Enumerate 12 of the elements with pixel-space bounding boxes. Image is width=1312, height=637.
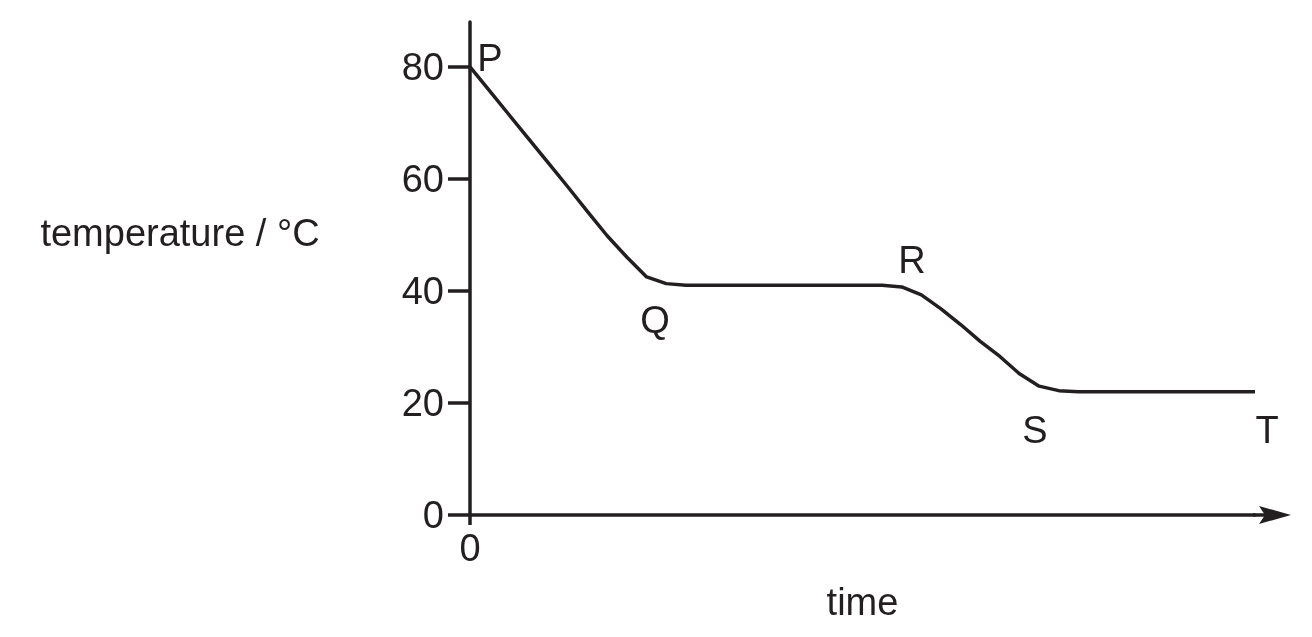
y-tick-label: 40 (401, 269, 444, 312)
text: T (1255, 409, 1279, 451)
annotation: Q (640, 299, 670, 341)
y-tick-label: 0 (422, 494, 444, 536)
annotation: S (1022, 409, 1048, 451)
y-tick-label: 60 (401, 157, 444, 200)
y-tick-label: 20 (401, 381, 444, 424)
x-axis-title: time (826, 581, 899, 623)
y-tick-label: 80 (401, 45, 444, 88)
y-axis-title: temperature / °C (40, 212, 320, 254)
annotation: P (477, 37, 503, 79)
annotation: R (898, 239, 926, 281)
